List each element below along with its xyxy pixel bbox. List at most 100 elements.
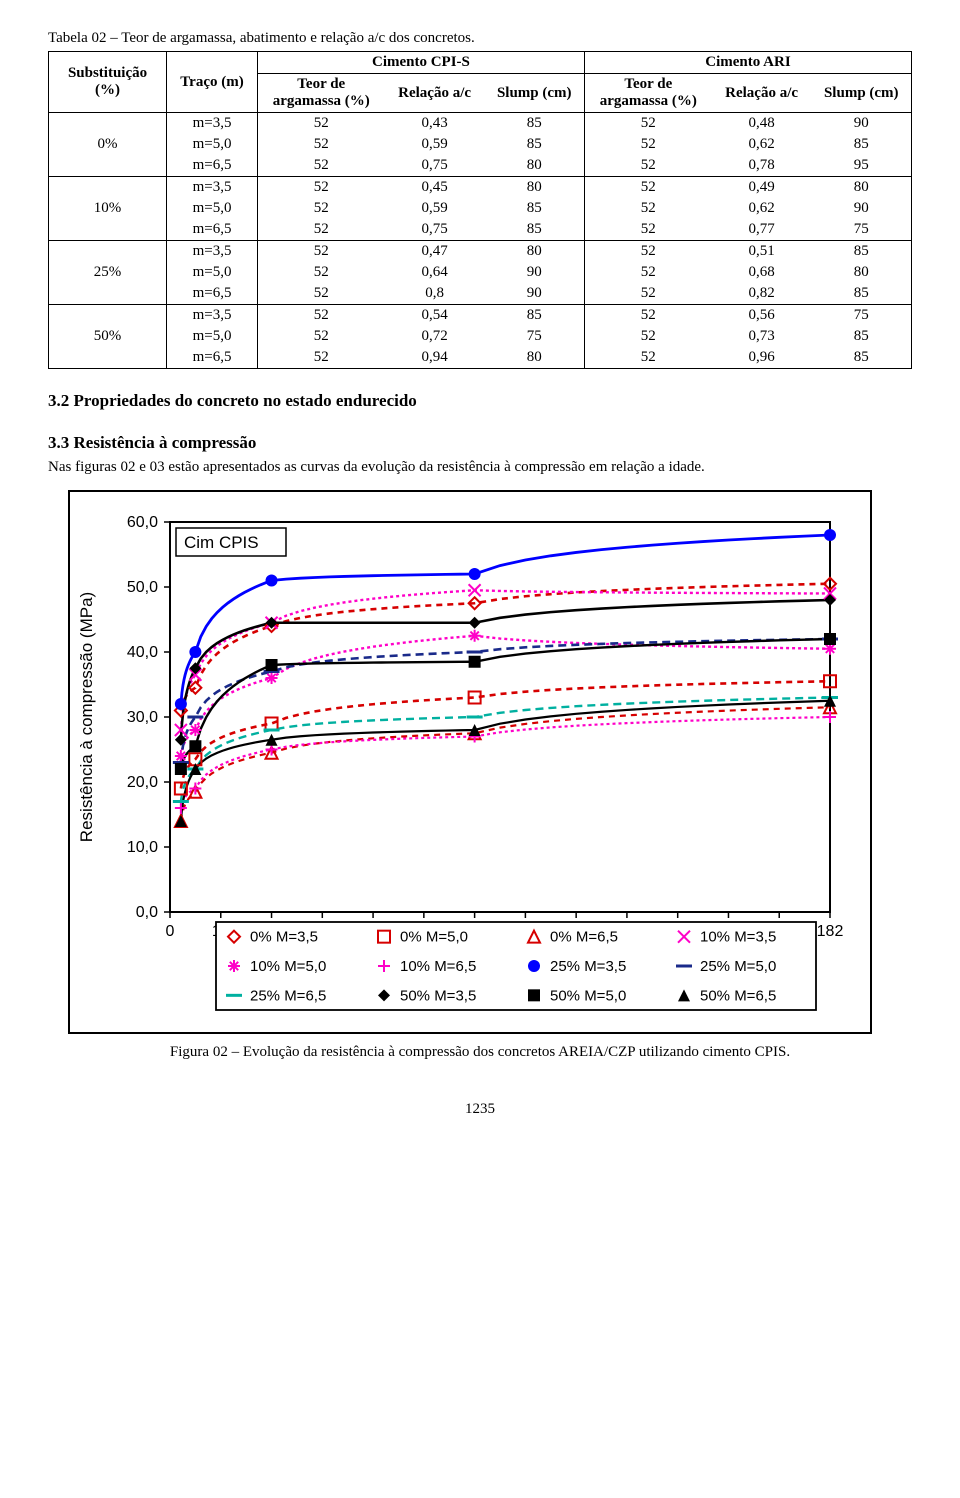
legend-label: 10% M=5,0 — [250, 958, 326, 975]
cell-value: 80 — [485, 241, 585, 263]
cell-value: 0,49 — [712, 177, 812, 199]
cell-value: 52 — [257, 155, 384, 177]
table-row: 0%m=3,5520,4385520,4890 — [49, 113, 912, 135]
cell-value: 52 — [584, 326, 711, 347]
legend-label: 10% M=6,5 — [400, 958, 476, 975]
cell-value: 0,72 — [385, 326, 485, 347]
th-group-cpis: Cimento CPI-S — [257, 52, 584, 74]
cell-value: 0,56 — [712, 305, 812, 327]
cell-traco: m=3,5 — [167, 113, 258, 135]
table-row: 10%m=3,5520,4580520,4980 — [49, 177, 912, 199]
cell-value: 85 — [485, 219, 585, 241]
legend-label: 10% M=3,5 — [700, 929, 776, 946]
svg-text:50,0: 50,0 — [127, 579, 158, 596]
cell-value: 0,64 — [385, 262, 485, 283]
cell-value: 0,48 — [712, 113, 812, 135]
table-row: m=5,0520,5985520,6285 — [49, 134, 912, 155]
th-sub: Teor de argamassa (%) — [257, 74, 384, 113]
legend-label: 50% M=5,0 — [550, 987, 626, 1004]
cell-value: 85 — [485, 198, 585, 219]
th-sub: Relação a/c — [712, 74, 812, 113]
cell-value: 80 — [485, 155, 585, 177]
cell-traco: m=3,5 — [167, 241, 258, 263]
cell-value: 90 — [485, 262, 585, 283]
table-row: m=5,0520,7275520,7385 — [49, 326, 912, 347]
figure-caption: Figura 02 – Evolução da resistência à co… — [48, 1044, 912, 1061]
cell-value: 0,78 — [712, 155, 812, 177]
legend-label: 50% M=3,5 — [400, 987, 476, 1004]
cell-value: 0,47 — [385, 241, 485, 263]
svg-text:Resistência à compressão (MPa): Resistência à compressão (MPa) — [77, 592, 96, 842]
cell-traco: m=5,0 — [167, 198, 258, 219]
cell-value: 85 — [485, 113, 585, 135]
svg-text:40,0: 40,0 — [127, 644, 158, 661]
cell-value: 75 — [485, 326, 585, 347]
legend-label: 50% M=6,5 — [700, 987, 776, 1004]
svg-text:182: 182 — [817, 923, 844, 940]
svg-text:10,0: 10,0 — [127, 839, 158, 856]
cell-value: 52 — [257, 219, 384, 241]
legend-label: 25% M=5,0 — [700, 958, 776, 975]
section-33-paragraph: Nas figuras 02 e 03 estão apresentados a… — [48, 459, 912, 476]
cell-value: 52 — [257, 305, 384, 327]
cell-value: 52 — [257, 113, 384, 135]
legend-label: 0% M=5,0 — [400, 929, 468, 946]
svg-text:30,0: 30,0 — [127, 709, 158, 726]
th-sub: Teor de argamassa (%) — [584, 74, 711, 113]
table-row: m=6,5520,9480520,9685 — [49, 347, 912, 369]
cell-value: 0,62 — [712, 198, 812, 219]
cell-value: 80 — [812, 262, 912, 283]
table-row: m=6,5520,7580520,7895 — [49, 155, 912, 177]
cell-traco: m=6,5 — [167, 155, 258, 177]
cell-value: 0,43 — [385, 113, 485, 135]
cell-traco: m=5,0 — [167, 326, 258, 347]
cell-value: 85 — [812, 283, 912, 305]
cell-value: 0,94 — [385, 347, 485, 369]
table-row: m=6,5520,890520,8285 — [49, 283, 912, 305]
cell-value: 52 — [584, 262, 711, 283]
cell-value: 0,75 — [385, 219, 485, 241]
svg-text:0,0: 0,0 — [136, 904, 158, 921]
table-row: 50%m=3,5520,5485520,5675 — [49, 305, 912, 327]
cell-value: 52 — [584, 305, 711, 327]
svg-text:20,0: 20,0 — [127, 774, 158, 791]
cell-value: 95 — [812, 155, 912, 177]
cell-subst: 0% — [49, 113, 167, 177]
legend-label: 0% M=6,5 — [550, 929, 618, 946]
cell-subst: 10% — [49, 177, 167, 241]
page-number: 1235 — [48, 1101, 912, 1118]
cell-value: 52 — [257, 347, 384, 369]
cell-value: 0,51 — [712, 241, 812, 263]
cell-value: 52 — [584, 134, 711, 155]
cell-value: 52 — [257, 262, 384, 283]
cell-value: 52 — [257, 241, 384, 263]
legend-label: 0% M=3,5 — [250, 929, 318, 946]
cell-value: 75 — [812, 305, 912, 327]
cell-value: 52 — [584, 155, 711, 177]
svg-text:Cim CPIS: Cim CPIS — [184, 533, 259, 552]
cell-traco: m=5,0 — [167, 262, 258, 283]
cell-value: 0,54 — [385, 305, 485, 327]
cell-value: 0,59 — [385, 198, 485, 219]
cell-traco: m=6,5 — [167, 219, 258, 241]
cell-value: 52 — [257, 134, 384, 155]
th-substituicao: Substituição (%) — [49, 52, 167, 113]
cell-value: 90 — [485, 283, 585, 305]
th-traco: Traço (m) — [167, 52, 258, 113]
legend-label: 25% M=3,5 — [550, 958, 626, 975]
cell-value: 0,73 — [712, 326, 812, 347]
cell-traco: m=6,5 — [167, 283, 258, 305]
cell-traco: m=3,5 — [167, 177, 258, 199]
cell-value: 85 — [485, 134, 585, 155]
cell-subst: 50% — [49, 305, 167, 369]
cell-value: 80 — [485, 177, 585, 199]
th-sub: Relação a/c — [385, 74, 485, 113]
table-row: m=6,5520,7585520,7775 — [49, 219, 912, 241]
cell-value: 85 — [485, 305, 585, 327]
cell-value: 85 — [812, 134, 912, 155]
table-caption: Tabela 02 – Teor de argamassa, abatiment… — [48, 30, 912, 47]
cell-value: 0,68 — [712, 262, 812, 283]
cell-value: 80 — [485, 347, 585, 369]
cell-value: 52 — [257, 283, 384, 305]
cell-value: 85 — [812, 241, 912, 263]
